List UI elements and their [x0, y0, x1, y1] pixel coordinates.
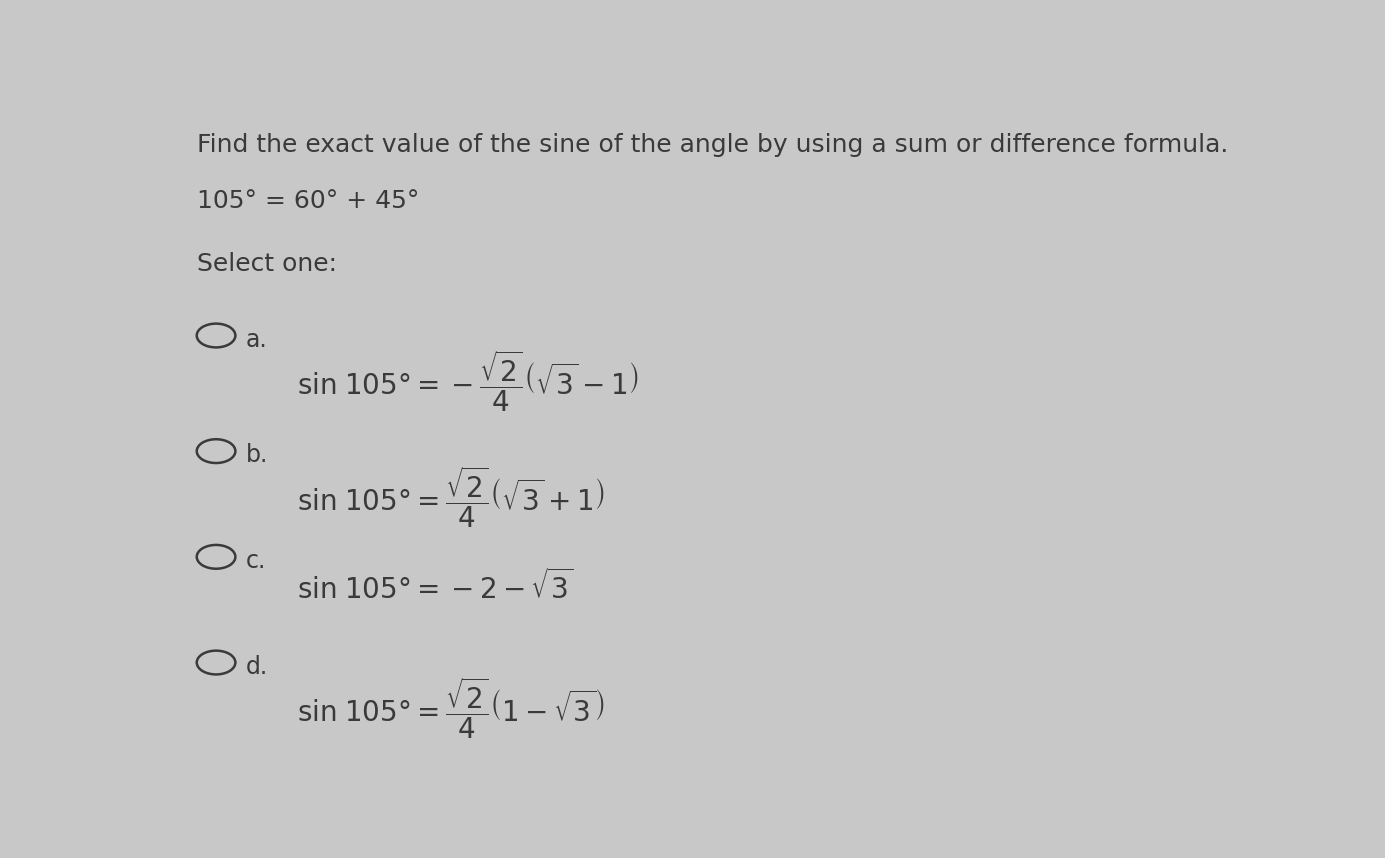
Text: b.: b.: [247, 444, 269, 468]
Text: $\mathrm{sin\;105°} = -2 - \sqrt{3}$: $\mathrm{sin\;105°} = -2 - \sqrt{3}$: [296, 569, 573, 605]
Text: $\mathrm{sin\;105°} = -\dfrac{\sqrt{2}}{4}\left(\sqrt{3}-1\right)$: $\mathrm{sin\;105°} = -\dfrac{\sqrt{2}}{…: [296, 348, 638, 414]
Text: c.: c.: [247, 549, 266, 573]
Text: Find the exact value of the sine of the angle by using a sum or difference formu: Find the exact value of the sine of the …: [197, 133, 1228, 157]
Text: 105° = 60° + 45°: 105° = 60° + 45°: [197, 189, 420, 213]
Text: d.: d.: [247, 655, 269, 679]
Text: $\mathrm{sin\;105°} = \dfrac{\sqrt{2}}{4}\left(\sqrt{3}+1\right)$: $\mathrm{sin\;105°} = \dfrac{\sqrt{2}}{4…: [296, 464, 604, 529]
Text: a.: a.: [247, 328, 267, 352]
Text: $\mathrm{sin\;105°} = \dfrac{\sqrt{2}}{4}\left(1-\sqrt{3}\right)$: $\mathrm{sin\;105°} = \dfrac{\sqrt{2}}{4…: [296, 676, 604, 741]
Text: Select one:: Select one:: [197, 251, 337, 275]
